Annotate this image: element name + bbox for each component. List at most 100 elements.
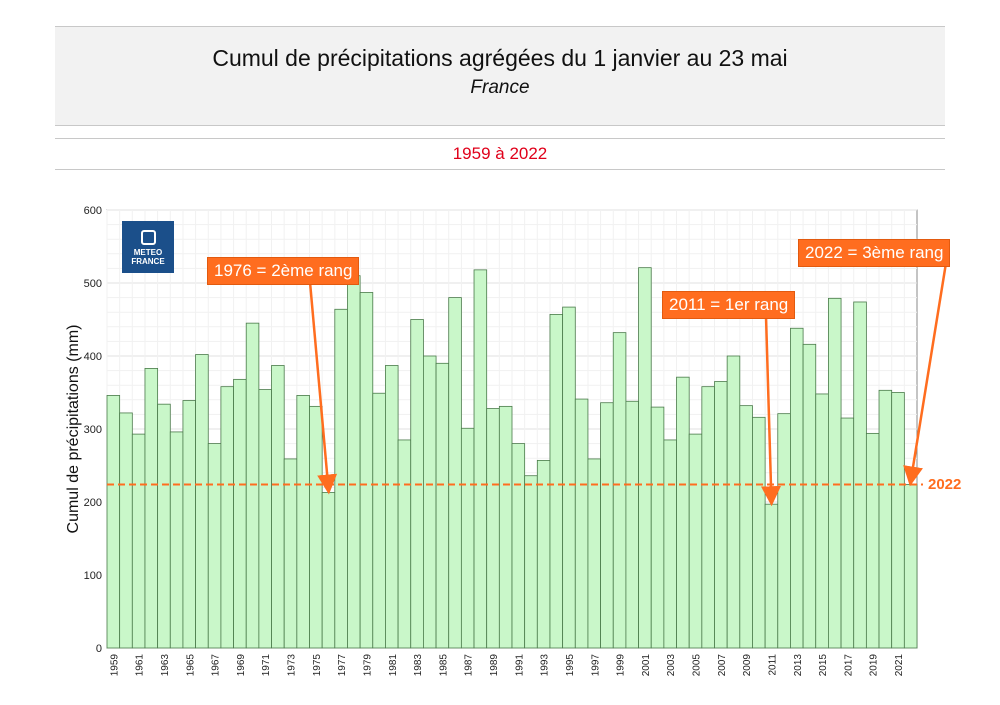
bar-1999 — [612, 332, 627, 649]
x-tick-label: 1979 — [362, 654, 373, 677]
x-tick-label: 1967 — [211, 654, 222, 677]
bar-1977 — [334, 308, 348, 649]
annotation-arrow-1976 — [308, 281, 338, 495]
bar-2015 — [815, 393, 829, 649]
x-tick-label: 1973 — [287, 654, 298, 677]
bar-1978 — [347, 275, 361, 649]
bar-1995 — [562, 306, 576, 649]
y-tick-label: 500 — [84, 278, 102, 290]
bar-2011 — [764, 503, 779, 649]
logo-mark-icon — [140, 230, 156, 245]
bar-1968 — [220, 386, 234, 649]
bar-1996 — [574, 398, 589, 649]
bar-2014 — [802, 343, 817, 649]
bar-1966 — [195, 354, 209, 649]
x-tick-label: 1961 — [135, 654, 146, 677]
bar-1969 — [233, 378, 247, 649]
bar-1981 — [385, 365, 399, 649]
bar-1967 — [207, 443, 222, 649]
x-tick-label: 1969 — [236, 654, 247, 677]
bar-2021 — [891, 392, 905, 649]
bar-1973 — [283, 458, 298, 649]
y-tick-label: 600 — [84, 205, 102, 217]
bar-1993 — [536, 459, 551, 649]
callout-2011: 2011 = 1er rang — [662, 291, 796, 319]
bar-2008 — [726, 355, 741, 649]
bar-2003 — [663, 439, 677, 649]
y-tick-label: 100 — [84, 570, 102, 582]
bar-1960 — [119, 412, 133, 649]
bar-1994 — [549, 313, 564, 649]
annotation-arrow-2011 — [761, 315, 782, 507]
bar-1962 — [144, 368, 159, 649]
bar-1992 — [524, 475, 538, 649]
callout-1976: 1976 = 2ème rang — [207, 257, 360, 285]
bar-2007 — [714, 381, 728, 649]
x-tick-label: 1981 — [388, 654, 399, 677]
bar-1970 — [245, 322, 260, 649]
x-tick-label: 1975 — [312, 654, 323, 677]
logo-line1: METEO — [133, 248, 163, 257]
bar-1972 — [271, 365, 285, 649]
bar-2000 — [625, 400, 639, 649]
x-tick-label: 1983 — [413, 654, 424, 677]
x-tick-label: 1977 — [337, 654, 348, 677]
y-tick-label: 400 — [84, 351, 102, 363]
y-axis-label: Cumul de précipitations (mm) — [65, 325, 82, 534]
x-tick-label: 1959 — [109, 654, 120, 677]
bar-1975 — [309, 405, 323, 649]
x-tick-label: 1965 — [185, 654, 196, 677]
bar-2006 — [701, 386, 715, 649]
x-tick-label: 1993 — [540, 654, 551, 677]
x-tick-label: 1991 — [514, 654, 525, 677]
bar-2017 — [840, 417, 855, 649]
header-box: Cumul de précipitations agrégées du 1 ja… — [55, 26, 945, 126]
bar-1987 — [460, 427, 475, 649]
chart-title: Cumul de précipitations agrégées du 1 ja… — [212, 45, 788, 71]
x-tick-label: 1987 — [464, 654, 475, 677]
x-tick-label: 1963 — [160, 654, 171, 677]
bar-1974 — [296, 395, 310, 649]
bar-1984 — [423, 355, 437, 649]
bar-1976 — [321, 492, 336, 649]
x-tick-label: 1999 — [616, 654, 627, 677]
bar-1971 — [258, 389, 272, 649]
bar-2005 — [688, 433, 703, 649]
callout-2022: 2022 = 3ème rang — [798, 239, 951, 267]
reference-line-label: 2022 — [928, 476, 962, 493]
bar-2012 — [777, 413, 791, 649]
bar-2016 — [828, 297, 842, 649]
bar-1961 — [131, 433, 146, 649]
x-tick-label: 1995 — [565, 654, 576, 677]
bar-1997 — [587, 458, 601, 649]
bar-1965 — [182, 400, 196, 649]
bar-2018 — [853, 301, 867, 649]
x-tick-label: 2007 — [717, 654, 728, 677]
y-tick-label: 300 — [84, 424, 102, 436]
bar-2001 — [638, 267, 652, 649]
bar-1998 — [600, 402, 614, 649]
bar-1963 — [157, 403, 171, 649]
period-label: 1959 à 2022 — [452, 144, 548, 163]
annotation-arrow-2022 — [903, 262, 948, 487]
bar-1959 — [106, 395, 121, 649]
x-tick-label: 2003 — [666, 654, 677, 677]
bar-2004 — [676, 376, 690, 649]
x-tick-label: 1997 — [590, 654, 601, 677]
bar-1980 — [372, 392, 386, 649]
x-tick-label: 2021 — [894, 654, 905, 677]
bar-1986 — [448, 297, 462, 649]
y-tick-label: 200 — [84, 497, 102, 509]
x-tick-label: 2015 — [818, 654, 829, 677]
bar-1991 — [511, 443, 526, 649]
x-tick-label: 2019 — [869, 654, 880, 677]
x-tick-label: 2001 — [641, 654, 652, 677]
bar-2010 — [752, 416, 766, 649]
bar-1985 — [435, 362, 450, 649]
logo-line2: FRANCE — [131, 257, 165, 266]
bar-2009 — [739, 405, 753, 649]
x-tick-label: 1985 — [438, 654, 449, 677]
period-band: 1959 à 2022 — [55, 138, 945, 170]
bar-1988 — [473, 269, 488, 649]
